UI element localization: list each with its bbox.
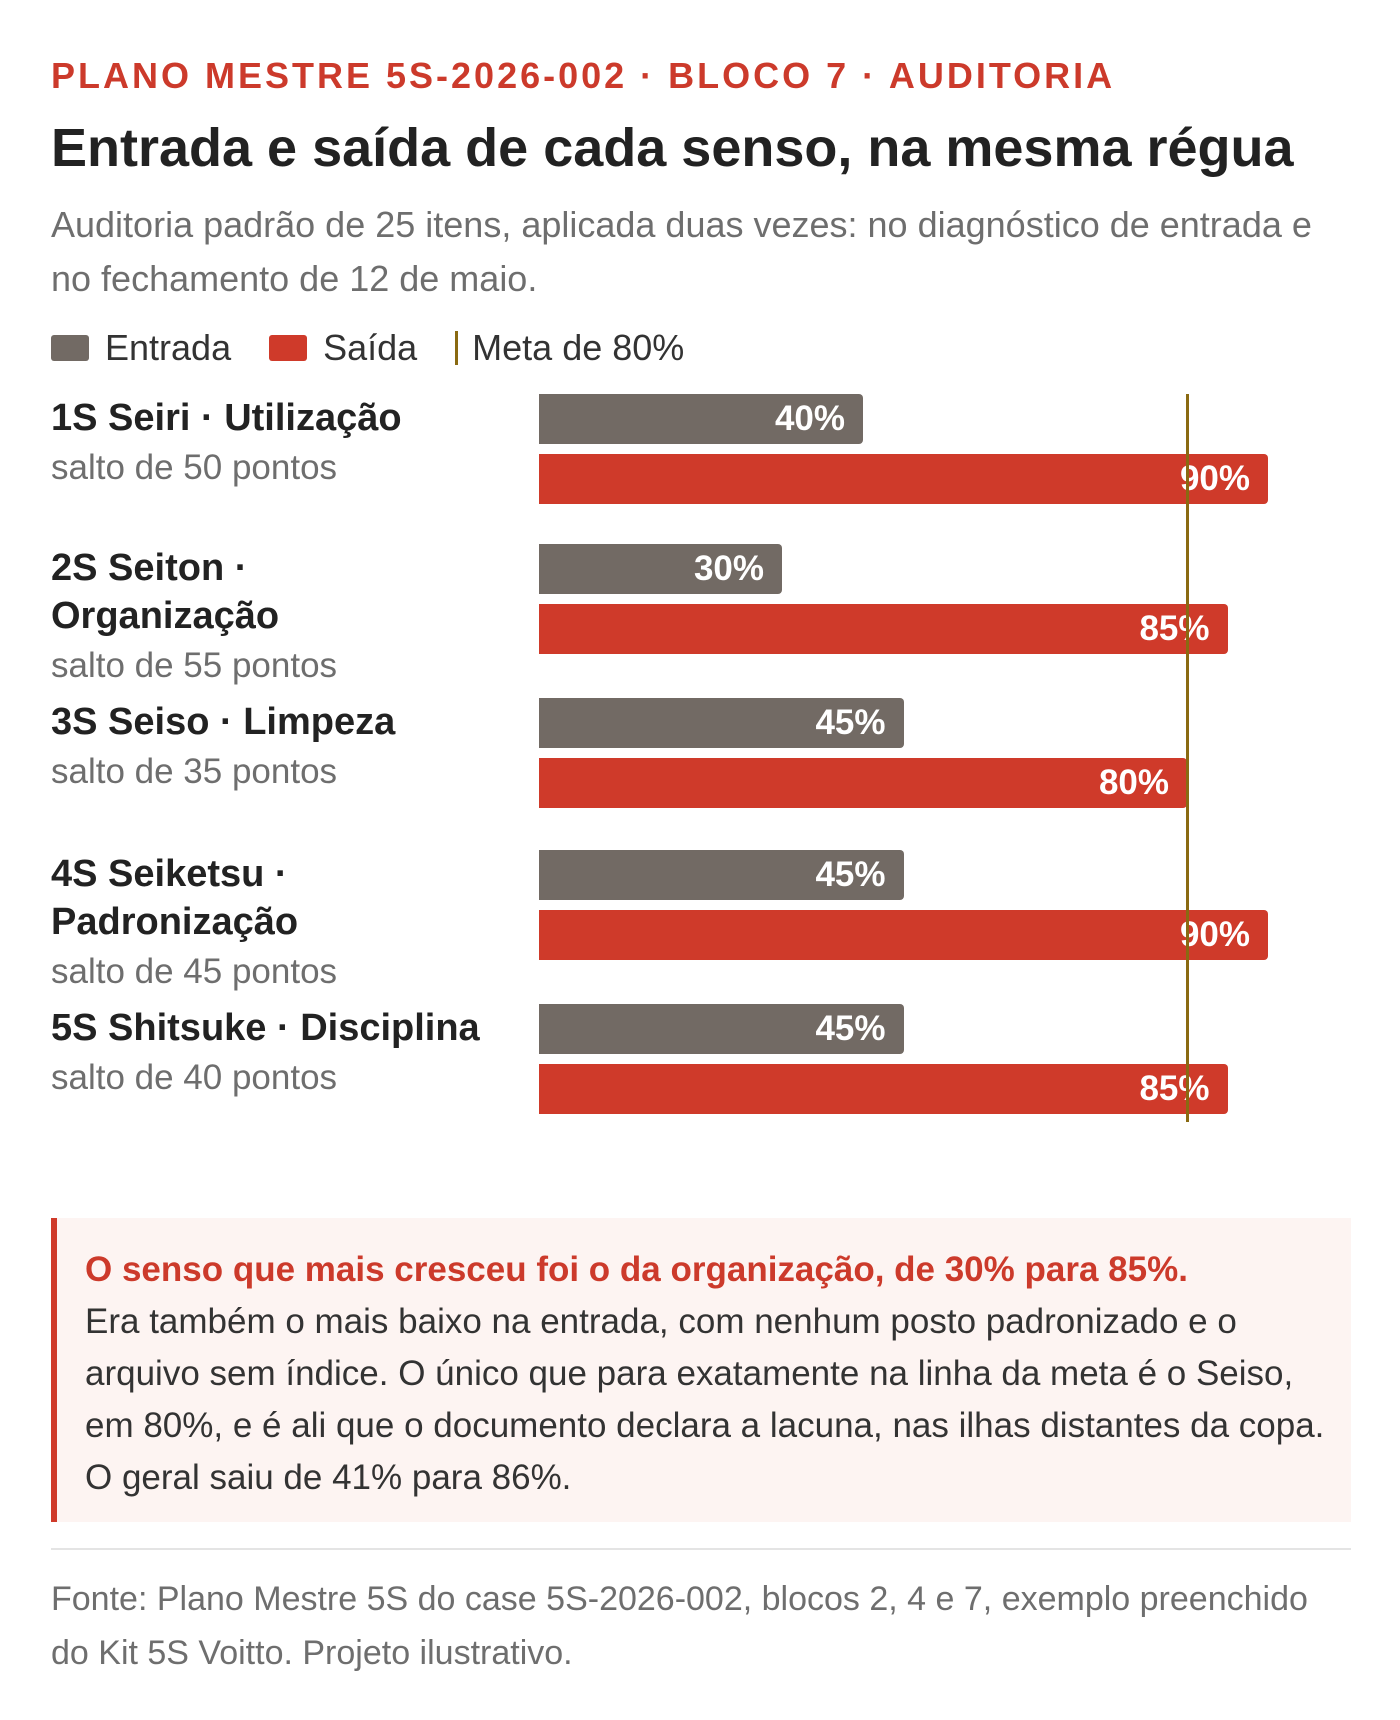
category-label-block: 2S Seiton · Organização salto de 55 ponto… <box>51 544 351 692</box>
bar-value-label: 85% <box>1139 1069 1210 1108</box>
footer-divider <box>51 1548 1351 1550</box>
plot-area: 40% 90% 30% 85% 45% 80% 45% 90% 45% 85% <box>539 394 1349 1122</box>
category-jump-note: salto de 40 pontos <box>51 1058 338 1097</box>
bar-value-label: 85% <box>1139 609 1210 648</box>
bar-value-label: 40% <box>774 399 845 438</box>
legend-label-entrada: Entrada <box>105 327 232 368</box>
category-label-block: 5S Shitsuke · Disciplina salto de 40 pont… <box>51 1004 521 1104</box>
bar-saida: 90% <box>539 454 1268 504</box>
bar-value-label: 45% <box>815 855 886 894</box>
category-label-block: 1S Seiri · Utilização salto de 50 pontos <box>51 394 521 494</box>
category-label-block: 4S Seiketsu · Padronização salto de 45 po… <box>51 850 351 998</box>
legend-item-entrada: Entrada <box>51 327 231 369</box>
bar-entrada: 45% <box>539 698 904 748</box>
bar-entrada: 45% <box>539 850 904 900</box>
bar-value-label: 90% <box>1179 459 1250 498</box>
legend: Entrada Saída Meta de 80% <box>51 326 1350 370</box>
bar-entrada: 30% <box>539 544 782 594</box>
bar-saida: 85% <box>539 1064 1228 1114</box>
eyebrow: PLANO MESTRE 5S-2026-002 · BLOCO 7 · AUD… <box>51 55 1116 96</box>
category-jump-note: salto de 55 pontos <box>51 646 338 685</box>
legend-swatch-saida <box>269 335 308 361</box>
bar-value-label: 90% <box>1179 915 1250 954</box>
callout-body: Era também o mais baixo na entrada, com … <box>85 1302 1325 1497</box>
category-name: 4S Seiketsu · Padronização <box>51 853 299 943</box>
bar-value-label: 45% <box>815 1009 886 1048</box>
legend-swatch-entrada <box>51 335 89 361</box>
source-note: Fonte: Plano Mestre 5S do case 5S-2026-0… <box>51 1580 1308 1672</box>
bar-entrada: 45% <box>539 1004 904 1054</box>
category-name: 3S Seiso · Limpeza <box>51 701 396 743</box>
category-jump-note: salto de 35 pontos <box>51 752 338 791</box>
bar-value-label: 45% <box>815 703 886 742</box>
category-jump-note: salto de 50 pontos <box>51 448 338 487</box>
insight-callout: O senso que mais cresceu foi o da organi… <box>51 1218 1351 1522</box>
target-line <box>1186 394 1189 1122</box>
callout-lead: O senso que mais cresceu foi o da organi… <box>85 1250 1188 1289</box>
bar-saida: 90% <box>539 910 1268 960</box>
legend-label-saida: Saída <box>323 327 418 368</box>
bar-value-label: 80% <box>1098 763 1169 802</box>
bar-chart: 40% 90% 30% 85% 45% 80% 45% 90% 45% 85% 1S Seiri … <box>51 394 1351 1122</box>
bar-entrada: 40% <box>539 394 863 444</box>
bar-value-label: 30% <box>693 549 764 588</box>
category-label-block: 3S Seiso · Limpeza salto de 35 pontos <box>51 698 521 798</box>
category-name: 1S Seiri · Utilização <box>51 397 402 439</box>
legend-item-saida: Saída <box>269 327 417 369</box>
category-name: 5S Shitsuke · Disciplina <box>51 1007 480 1049</box>
legend-meta-line <box>455 331 459 365</box>
bar-saida: 80% <box>539 758 1187 808</box>
category-jump-note: salto de 45 pontos <box>51 952 338 991</box>
legend-item-meta: Meta de 80% <box>455 327 684 369</box>
bar-saida: 85% <box>539 604 1228 654</box>
chart-title: Entrada e saída de cada senso, na mesma … <box>51 118 1294 178</box>
category-name: 2S Seiton · Organização <box>51 547 280 637</box>
legend-label-meta: Meta de 80% <box>472 327 685 368</box>
chart-subtitle: Auditoria padrão de 25 itens, aplicada d… <box>51 204 1312 299</box>
